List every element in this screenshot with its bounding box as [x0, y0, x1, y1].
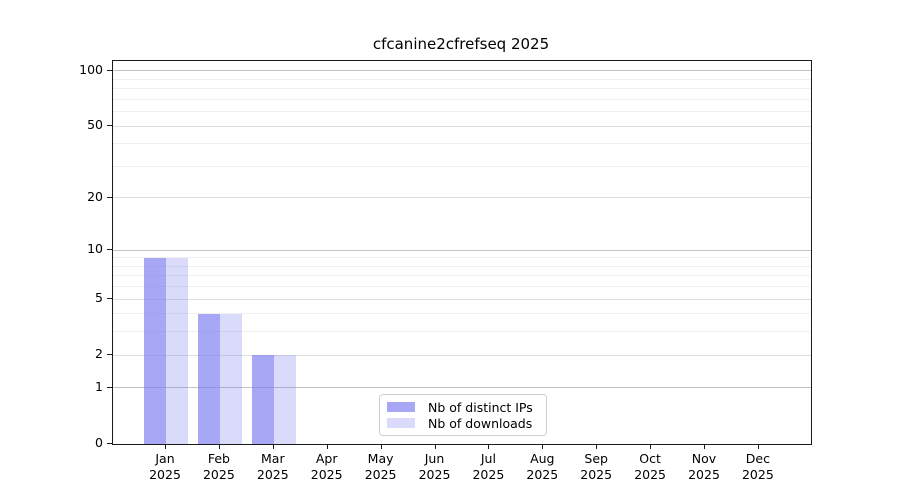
plot-area — [112, 60, 812, 445]
x-tick-label-feb: Feb 2025 — [202, 451, 235, 482]
y-tick-label-10: 10 — [87, 241, 103, 257]
legend: Nb of distinct IPs Nb of downloads — [379, 394, 547, 436]
x-tick-oct — [650, 444, 652, 449]
legend-label-distinct-ips: Nb of distinct IPs — [428, 399, 533, 415]
x-tick-jun — [434, 444, 436, 449]
y-tick-label-20: 20 — [87, 188, 103, 204]
x-tick-may — [380, 444, 382, 449]
x-tick-label-may: May 2025 — [364, 451, 397, 482]
x-tick-mar — [272, 444, 274, 449]
gridline-10 — [113, 249, 811, 251]
x-tick-jul — [488, 444, 490, 449]
bar-feb-downloads — [219, 313, 242, 444]
x-tick-sep — [596, 444, 598, 449]
legend-label-downloads: Nb of downloads — [428, 415, 533, 431]
y-tick-20 — [107, 196, 112, 198]
y-tick-label-1: 1 — [95, 378, 103, 394]
gridline-4 — [113, 313, 811, 315]
gridline-8 — [113, 265, 811, 267]
y-tick-5 — [107, 298, 112, 300]
y-tick-2 — [107, 354, 112, 356]
gridline-5 — [113, 298, 811, 300]
x-tick-label-nov: Nov 2025 — [688, 451, 720, 482]
x-tick-label-sep: Sep 2025 — [580, 451, 613, 482]
legend-swatch-downloads — [387, 418, 415, 428]
gridline-70 — [113, 98, 811, 100]
gridline-30 — [113, 165, 811, 167]
y-tick-label-50: 50 — [87, 117, 103, 133]
gridline-3 — [113, 331, 811, 333]
x-tick-nov — [704, 444, 705, 449]
y-tick-label-100: 100 — [79, 61, 103, 77]
gridline-2 — [113, 354, 811, 356]
x-tick-dec — [757, 444, 759, 449]
x-tick-jan — [165, 444, 166, 449]
gridline-50 — [113, 125, 811, 127]
bar-feb-distinct-ips — [198, 313, 220, 444]
bar-jan-downloads — [166, 257, 188, 444]
x-tick-label-jun: Jun 2025 — [418, 451, 451, 482]
x-tick-label-jul: Jul 2025 — [472, 451, 505, 482]
y-tick-0 — [107, 443, 112, 444]
gridline-40 — [113, 143, 811, 145]
x-tick-aug — [542, 444, 544, 449]
y-tick-label-5: 5 — [95, 290, 103, 306]
y-tick-label-0: 0 — [95, 435, 103, 450]
gridline-80 — [113, 88, 811, 90]
y-tick-100 — [107, 69, 112, 71]
y-tick-10 — [107, 249, 112, 251]
x-tick-label-aug: Aug 2025 — [526, 451, 559, 482]
bar-jan-distinct-ips — [144, 257, 166, 444]
x-tick-label-mar: Mar 2025 — [256, 451, 289, 482]
gridline-7 — [113, 275, 811, 277]
bar-mar-distinct-ips — [252, 355, 274, 444]
gridline-20 — [113, 197, 811, 199]
bar-mar-downloads — [273, 355, 296, 444]
x-tick-feb — [218, 444, 220, 449]
gridline-60 — [113, 111, 811, 113]
y-tick-label-2: 2 — [95, 346, 103, 362]
gridline-100 — [113, 70, 811, 72]
x-tick-label-apr: Apr 2025 — [310, 451, 343, 482]
gridline-9 — [113, 257, 811, 259]
x-tick-label-jan: Jan 2025 — [149, 451, 181, 482]
gridline-90 — [113, 78, 811, 80]
gridline-1 — [113, 387, 811, 389]
gridline-6 — [113, 286, 811, 288]
x-tick-apr — [326, 444, 328, 449]
legend-swatch-distinct-ips — [387, 402, 415, 412]
legend-item-downloads: Nb of downloads — [387, 415, 538, 431]
x-tick-label-oct: Oct 2025 — [634, 451, 666, 482]
y-tick-1 — [107, 386, 112, 388]
x-tick-label-dec: Dec 2025 — [741, 451, 774, 482]
legend-item-distinct-ips: Nb of distinct IPs — [387, 399, 538, 415]
chart-title: cfcanine2cfrefseq 2025 — [372, 35, 550, 53]
y-tick-50 — [107, 125, 112, 127]
